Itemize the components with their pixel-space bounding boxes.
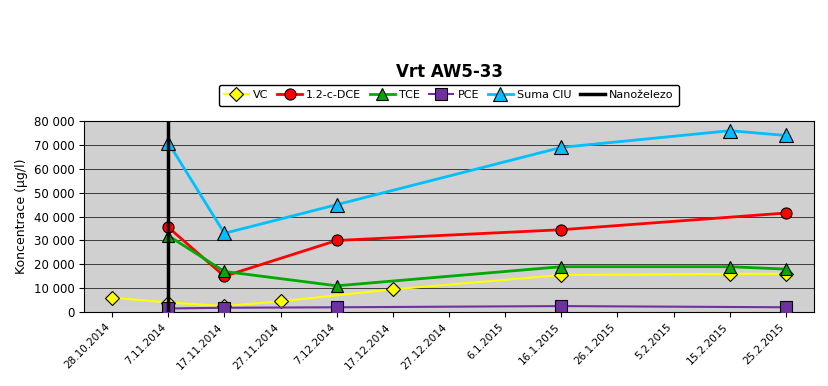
Title: Vrt AW5-33: Vrt AW5-33: [395, 63, 502, 81]
Y-axis label: Koncentrace (μg/l): Koncentrace (μg/l): [15, 159, 28, 274]
Legend: VC, 1.2-c-DCE, TCE, PCE, Suma ClU, Nanoželezo: VC, 1.2-c-DCE, TCE, PCE, Suma ClU, Nanož…: [219, 85, 679, 106]
